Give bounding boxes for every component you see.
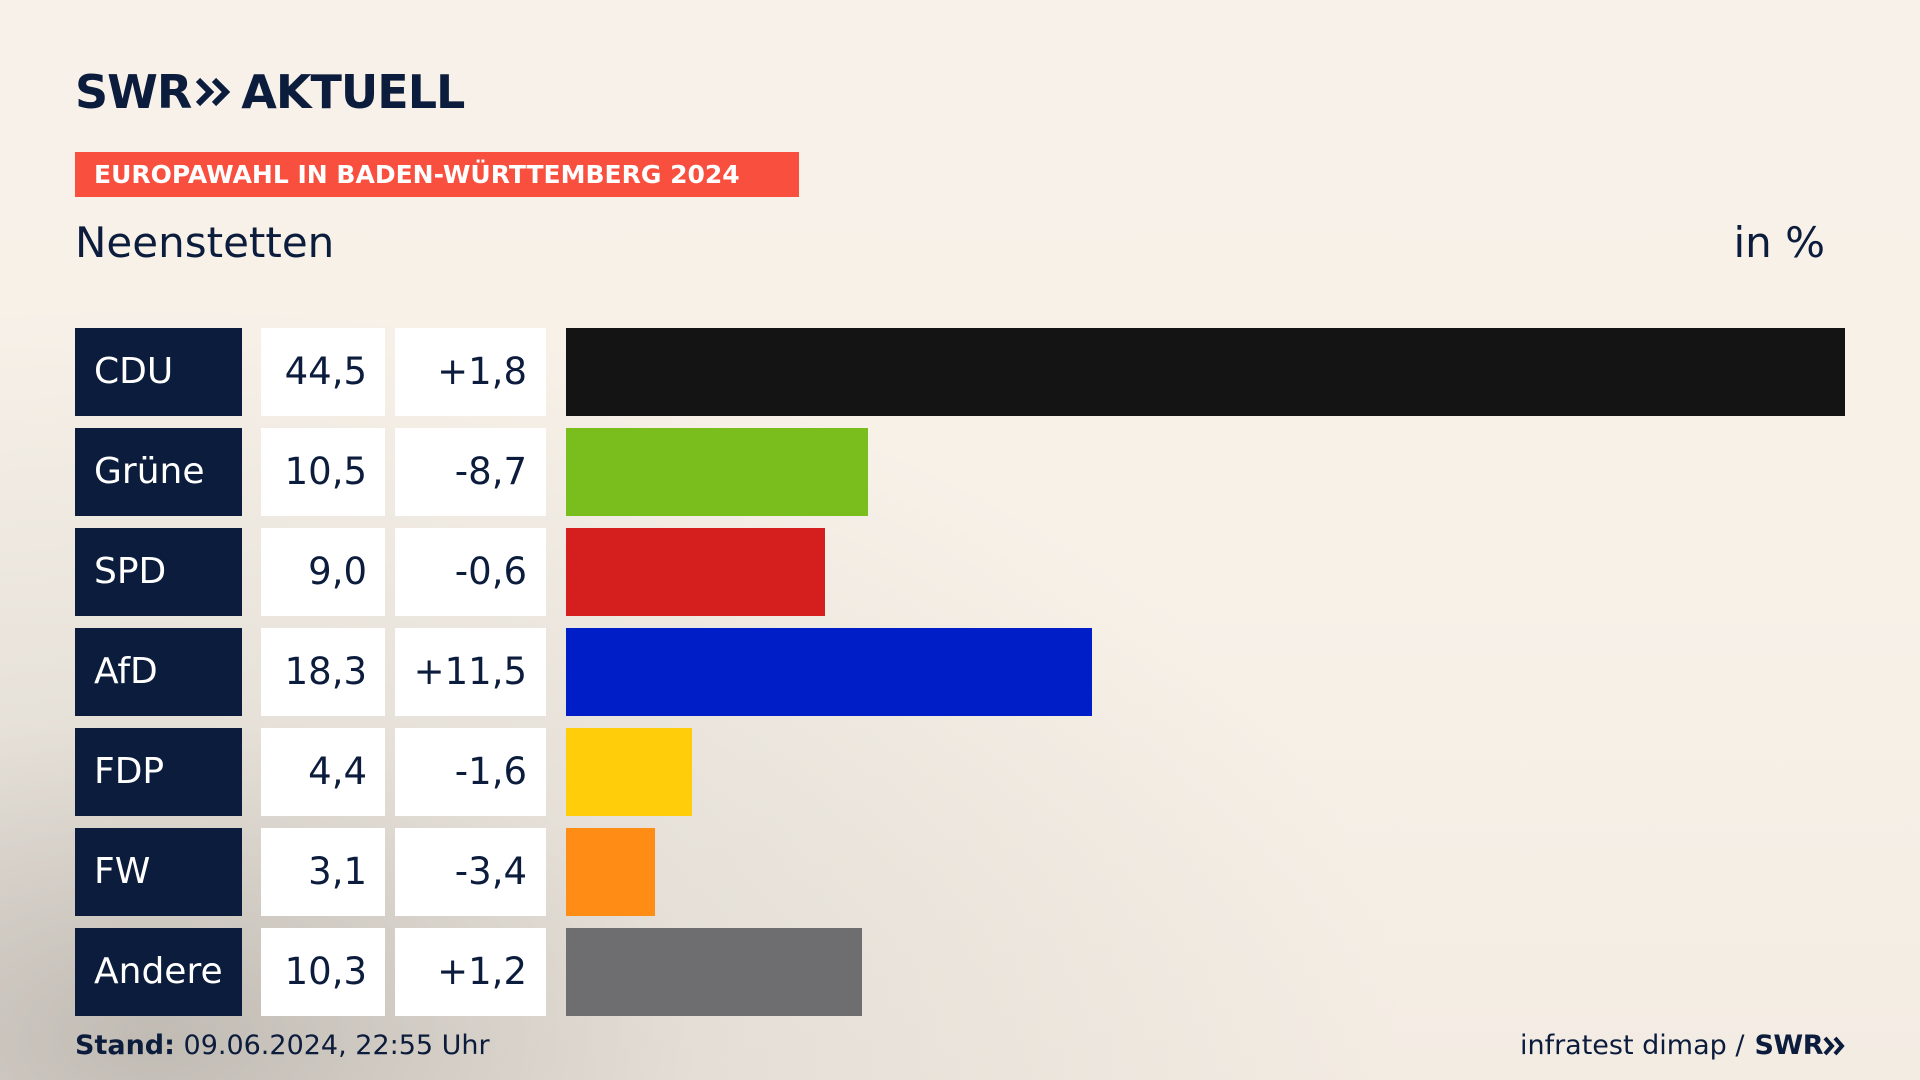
- party-name: FDP: [75, 728, 242, 816]
- result-bar: [566, 428, 868, 516]
- result-row: Andere 10,3 +1,2: [75, 928, 1845, 1016]
- result-bar: [566, 728, 692, 816]
- place-title: Neenstetten: [75, 218, 335, 267]
- timestamp: Stand: 09.06.2024, 22:55 Uhr: [75, 1030, 490, 1061]
- vote-change: -1,6: [395, 728, 546, 816]
- vote-change: +1,8: [395, 328, 546, 416]
- election-tag: EUROPAWAHL IN BADEN-WÜRTTEMBERG 2024: [75, 152, 799, 197]
- result-bar: [566, 928, 862, 1016]
- stand-label: Stand:: [75, 1030, 175, 1061]
- party-name: FW: [75, 828, 242, 916]
- vote-share: 10,5: [261, 428, 385, 516]
- vote-change: -3,4: [395, 828, 546, 916]
- result-row: SPD 9,0 -0,6: [75, 528, 1845, 616]
- stand-value: 09.06.2024, 22:55 Uhr: [183, 1030, 490, 1061]
- source-text: infratest dimap /: [1519, 1030, 1745, 1061]
- result-row: CDU 44,5 +1,8: [75, 328, 1845, 416]
- swr-aktuell-logo: SWR AKTUELL: [75, 62, 465, 122]
- vote-change: +1,2: [395, 928, 546, 1016]
- party-name: AfD: [75, 628, 242, 716]
- vote-share: 9,0: [261, 528, 385, 616]
- swr-small-logo: SWR: [1754, 1030, 1845, 1061]
- result-bar: [566, 828, 655, 916]
- double-chevron-icon: [195, 77, 231, 107]
- party-name: SPD: [75, 528, 242, 616]
- vote-change: -0,6: [395, 528, 546, 616]
- source-credit: infratest dimap / SWR: [1520, 1030, 1845, 1061]
- result-row: Grüne 10,5 -8,7: [75, 428, 1845, 516]
- result-bar: [566, 328, 1845, 416]
- party-name: Grüne: [75, 428, 242, 516]
- vote-change: +11,5: [395, 628, 546, 716]
- logo-swr-text: SWR: [75, 65, 192, 119]
- logo-aktuell-text: AKTUELL: [241, 65, 465, 119]
- vote-share: 10,3: [261, 928, 385, 1016]
- unit-label: in %: [1733, 218, 1825, 267]
- small-double-chevron-icon: [1823, 1036, 1845, 1055]
- small-logo-text: SWR: [1754, 1030, 1823, 1061]
- party-name: CDU: [75, 328, 242, 416]
- result-row: AfD 18,3 +11,5: [75, 628, 1845, 716]
- result-row: FDP 4,4 -1,6: [75, 728, 1845, 816]
- vote-share: 44,5: [261, 328, 385, 416]
- vote-share: 4,4: [261, 728, 385, 816]
- result-bar: [566, 528, 825, 616]
- result-bar: [566, 628, 1092, 716]
- party-name: Andere: [75, 928, 242, 1016]
- result-row: FW 3,1 -3,4: [75, 828, 1845, 916]
- vote-share: 3,1: [261, 828, 385, 916]
- vote-share: 18,3: [261, 628, 385, 716]
- vote-change: -8,7: [395, 428, 546, 516]
